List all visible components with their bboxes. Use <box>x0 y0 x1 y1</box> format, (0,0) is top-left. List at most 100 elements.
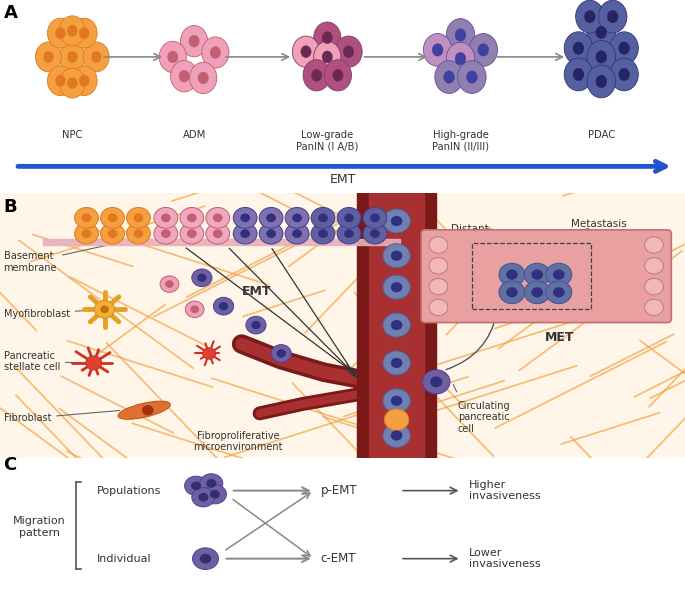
Circle shape <box>190 62 216 93</box>
Circle shape <box>202 37 229 68</box>
Circle shape <box>203 348 216 359</box>
Circle shape <box>134 230 142 237</box>
Text: EMT: EMT <box>329 173 356 185</box>
Circle shape <box>324 60 351 91</box>
Circle shape <box>210 491 219 498</box>
Circle shape <box>188 214 196 222</box>
Circle shape <box>335 36 362 67</box>
Circle shape <box>587 16 616 49</box>
Circle shape <box>86 356 101 370</box>
Circle shape <box>584 10 595 23</box>
Circle shape <box>383 389 410 413</box>
Circle shape <box>188 230 196 237</box>
Circle shape <box>423 370 450 394</box>
Circle shape <box>162 214 170 222</box>
Ellipse shape <box>118 401 171 420</box>
Text: Migration
pattern: Migration pattern <box>13 516 66 538</box>
Circle shape <box>333 69 343 81</box>
Circle shape <box>564 32 593 64</box>
Circle shape <box>127 208 150 228</box>
Circle shape <box>67 78 77 88</box>
Circle shape <box>596 51 607 63</box>
Circle shape <box>43 51 53 63</box>
Circle shape <box>499 281 525 303</box>
Circle shape <box>363 223 387 244</box>
Circle shape <box>241 214 249 222</box>
Circle shape <box>191 306 198 312</box>
Circle shape <box>241 230 249 237</box>
Circle shape <box>608 10 618 23</box>
Text: Low-grade
PanIN (I A/B): Low-grade PanIN (I A/B) <box>296 129 358 151</box>
Circle shape <box>234 223 257 244</box>
Text: p-EMT: p-EMT <box>321 484 358 497</box>
Circle shape <box>303 60 330 91</box>
Circle shape <box>429 258 448 274</box>
Circle shape <box>134 214 142 222</box>
Text: Fibroproliferative
microenvironment: Fibroproliferative microenvironment <box>193 431 283 453</box>
Circle shape <box>220 303 227 309</box>
Circle shape <box>101 208 125 228</box>
Circle shape <box>60 42 85 72</box>
Circle shape <box>343 46 353 58</box>
Text: Individual: Individual <box>97 554 152 563</box>
Circle shape <box>82 214 90 222</box>
Circle shape <box>198 275 206 281</box>
Text: C: C <box>3 456 17 474</box>
Circle shape <box>429 278 448 295</box>
Circle shape <box>214 230 222 237</box>
Text: Metastasis: Metastasis <box>571 219 626 229</box>
Circle shape <box>524 263 550 286</box>
Circle shape <box>292 36 319 67</box>
Text: Basement
membrane: Basement membrane <box>3 246 105 273</box>
Circle shape <box>199 494 208 501</box>
Circle shape <box>337 208 361 228</box>
Circle shape <box>82 230 90 237</box>
Circle shape <box>383 351 410 375</box>
Circle shape <box>311 223 335 244</box>
Circle shape <box>383 275 410 299</box>
Circle shape <box>444 71 454 83</box>
Circle shape <box>371 214 379 222</box>
Circle shape <box>79 75 89 87</box>
Circle shape <box>619 42 630 54</box>
Circle shape <box>47 18 73 48</box>
Circle shape <box>645 237 663 253</box>
Circle shape <box>71 18 97 48</box>
Text: PDAC: PDAC <box>588 129 615 140</box>
Circle shape <box>322 32 332 43</box>
Circle shape <box>192 548 219 569</box>
Circle shape <box>210 46 221 58</box>
Circle shape <box>184 476 208 495</box>
Circle shape <box>311 208 335 228</box>
Circle shape <box>383 244 410 268</box>
Circle shape <box>392 431 401 440</box>
Circle shape <box>446 19 475 51</box>
Circle shape <box>201 554 210 563</box>
Circle shape <box>192 488 215 507</box>
Circle shape <box>458 61 486 93</box>
Circle shape <box>277 350 285 357</box>
Text: Pancreatic
stellate cell: Pancreatic stellate cell <box>3 351 91 373</box>
Circle shape <box>645 299 663 315</box>
Circle shape <box>47 66 73 96</box>
Circle shape <box>159 42 186 73</box>
Circle shape <box>610 32 638 64</box>
Circle shape <box>319 230 327 237</box>
Circle shape <box>314 42 341 73</box>
Circle shape <box>267 214 275 222</box>
Bar <box>472 243 591 309</box>
Text: Circulating
pancreatic
cell: Circulating pancreatic cell <box>458 401 510 434</box>
Circle shape <box>573 68 584 81</box>
Circle shape <box>91 51 101 63</box>
Circle shape <box>154 223 177 244</box>
Text: Higher
invasiveness: Higher invasiveness <box>469 480 540 501</box>
Circle shape <box>596 26 607 39</box>
Circle shape <box>455 29 466 42</box>
Circle shape <box>179 70 189 82</box>
Circle shape <box>619 68 630 81</box>
Circle shape <box>301 46 311 58</box>
Circle shape <box>206 208 229 228</box>
Circle shape <box>383 209 410 233</box>
Circle shape <box>160 276 179 293</box>
Text: c-EMT: c-EMT <box>321 552 356 565</box>
